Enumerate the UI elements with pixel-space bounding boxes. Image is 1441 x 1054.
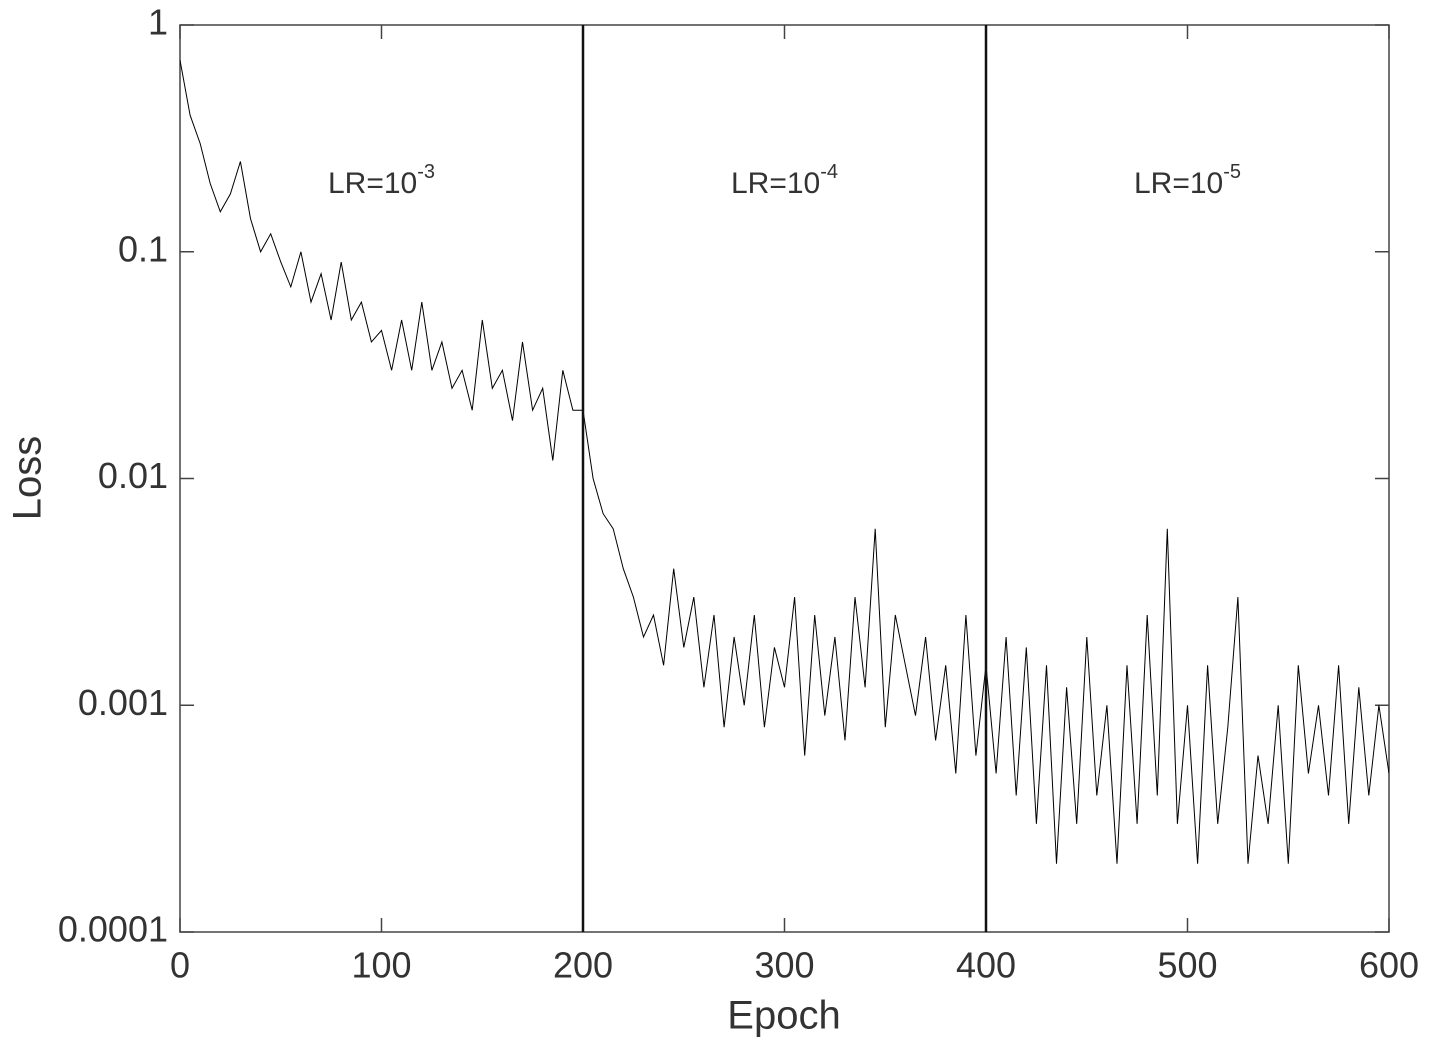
lr-exponent: -4 — [820, 161, 838, 183]
lr-text: LR=10 — [731, 167, 820, 200]
x-tick-label: 100 — [351, 945, 411, 986]
y-axis-title: Loss — [6, 436, 50, 521]
x-tick-label: 500 — [1157, 945, 1217, 986]
x-tick-label: 400 — [956, 945, 1016, 986]
lr-text: LR=10 — [1134, 167, 1223, 200]
y-tick-label: 0.0001 — [58, 909, 168, 950]
x-tick-label: 300 — [754, 945, 814, 986]
y-tick-label: 1 — [148, 2, 168, 43]
x-axis-title: Epoch — [727, 994, 840, 1038]
y-tick-label: 0.01 — [98, 455, 168, 496]
loss-line — [180, 60, 1389, 864]
y-tick-label: 0.1 — [118, 228, 168, 269]
lr-exponent: -5 — [1223, 161, 1241, 183]
y-tick-label: 0.001 — [78, 682, 168, 723]
x-tick-label: 0 — [170, 945, 190, 986]
lr-exponent: -3 — [417, 161, 435, 183]
x-tick-label: 200 — [553, 945, 613, 986]
x-tick-label: 600 — [1359, 945, 1419, 986]
lr-annotation: LR=10-3 — [328, 161, 435, 200]
lr-text: LR=10 — [328, 167, 417, 200]
plot-frame — [179, 24, 1390, 933]
lr-annotation: LR=10-5 — [1134, 161, 1241, 200]
lr-annotation: LR=10-4 — [731, 161, 838, 200]
